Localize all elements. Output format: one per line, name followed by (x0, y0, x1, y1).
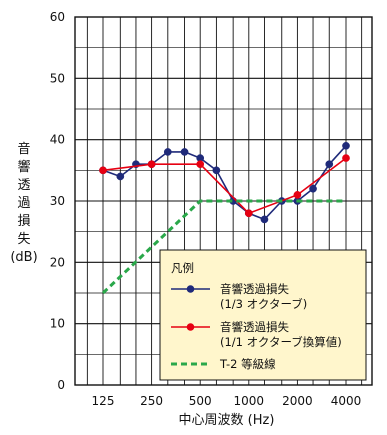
legend-box (159, 249, 367, 381)
data-point-one_octave (196, 160, 205, 169)
y-tick-label: 30 (50, 194, 65, 208)
legend-item-t2: T-2 等級線 (171, 357, 276, 371)
y-axis-title-char: 響 (17, 159, 30, 175)
data-point-third_octave (325, 160, 334, 169)
y-axis-title-char: 失 (17, 232, 30, 247)
data-point-one_octave (99, 166, 107, 175)
data-point-one_octave (244, 209, 253, 218)
series-t2 (101, 199, 346, 295)
x-tick-label: 500 (189, 394, 212, 408)
y-tick-label: 60 (50, 10, 65, 24)
data-point-one_octave (293, 191, 302, 199)
legend-label-one_octave: (1/1 オクターブ換算値) (220, 335, 342, 349)
legend-marker-one_octave (186, 323, 195, 331)
axis-titles: 中心周波数 (Hz) 音響透過損失 (dB) (10, 141, 274, 428)
legend-label-third_octave: 音響透過損失 (220, 282, 289, 296)
y-axis-title-char: 損 (17, 214, 30, 229)
x-tick-label: 1000 (234, 394, 265, 408)
y-tick-label: 50 (50, 71, 65, 85)
series-line-third_octave (102, 145, 347, 221)
data-point-third_octave (260, 215, 269, 224)
legend-label-t2: T-2 等級線 (219, 357, 276, 371)
series-layer (99, 141, 350, 295)
legend-marker-third_octave (186, 285, 195, 293)
y-tick-label: 10 (50, 317, 65, 331)
data-point-third_octave (163, 148, 172, 156)
y-axis-title-char: 過 (17, 196, 30, 211)
y-axis-title-char: 音 (17, 141, 30, 157)
y-tick-label: 40 (50, 133, 65, 147)
series-one_octave (99, 154, 350, 218)
y-tick-label: 0 (57, 378, 65, 392)
y-tick-label: 20 (50, 255, 65, 269)
legend-item-third_octave: 音響透過損失(1/3 オクターブ) (171, 282, 307, 311)
series-line-one_octave (102, 157, 347, 215)
data-point-third_octave (309, 184, 317, 193)
data-point-third_octave (342, 141, 350, 150)
tick-labels: 0 10 20 30 40 50 60 125 250 500 1000 2000 4000 (50, 10, 362, 408)
data-point-third_octave (212, 166, 221, 175)
x-tick-label: 4000 (331, 394, 362, 408)
x-tick-label: 2000 (282, 394, 313, 408)
legend-label-third_octave: (1/3 オクターブ) (220, 297, 307, 311)
y-axis-unit: (dB) (10, 250, 37, 265)
data-point-third_octave (180, 148, 189, 156)
x-axis-title: 中心周波数 (Hz) (179, 413, 275, 428)
data-point-one_octave (342, 154, 350, 162)
legend-title: 凡例 (171, 261, 194, 275)
data-point-third_octave (116, 172, 125, 181)
x-tick-label: 250 (140, 394, 163, 408)
data-point-one_octave (147, 160, 156, 169)
x-tick-label: 125 (92, 394, 115, 408)
legend-item-one_octave: 音響透過損失(1/1 オクターブ換算値) (171, 320, 342, 349)
series-line-t2 (101, 199, 346, 295)
legend-label-one_octave: 音響透過損失 (220, 320, 289, 334)
y-axis-title-char: 透 (17, 178, 30, 193)
